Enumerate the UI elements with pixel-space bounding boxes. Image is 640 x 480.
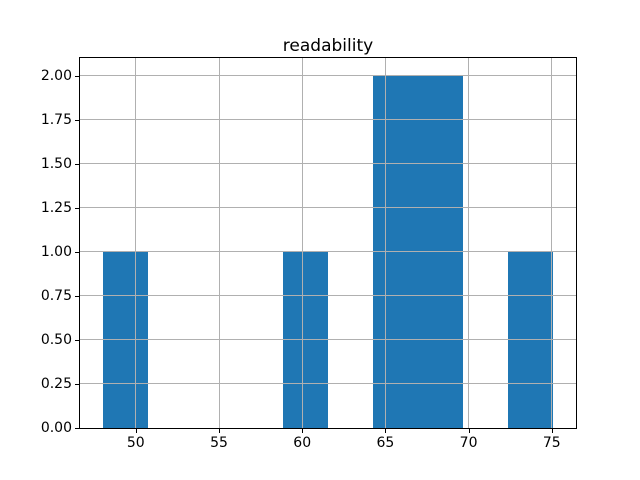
ytick-label-0.50: 0.50 bbox=[40, 331, 72, 348]
gridline-x-70 bbox=[468, 58, 470, 428]
gridline-y-0.25 bbox=[80, 383, 576, 385]
gridline-y-1.75 bbox=[80, 119, 576, 121]
gridline-x-50 bbox=[135, 58, 137, 428]
ytick-mark-0.50 bbox=[75, 339, 80, 341]
ytick-mark-0.75 bbox=[75, 295, 80, 297]
xtick-label-50: 50 bbox=[126, 435, 145, 451]
gridline-y-1.25 bbox=[80, 207, 576, 209]
ytick-mark-2.00 bbox=[75, 75, 80, 77]
ytick-label-2.00: 2.00 bbox=[40, 67, 72, 84]
gridline-y-0.50 bbox=[80, 339, 576, 341]
gridline-y-1.50 bbox=[80, 163, 576, 165]
xtick-mark-65 bbox=[385, 429, 387, 433]
ytick-mark-1.50 bbox=[75, 163, 80, 165]
ytick-label-0.75: 0.75 bbox=[40, 287, 72, 304]
ytick-label-1.75: 1.75 bbox=[40, 111, 72, 128]
gridline-y-1.00 bbox=[80, 251, 576, 253]
ytick-mark-1.00 bbox=[75, 251, 80, 253]
grid-layer bbox=[80, 58, 576, 428]
xtick-label-70: 70 bbox=[459, 435, 478, 451]
ytick-label-0.00: 0.00 bbox=[40, 420, 72, 436]
ytick-label-1.00: 1.00 bbox=[40, 243, 72, 260]
chart-title: readability bbox=[282, 36, 374, 56]
ytick-label-0.25: 0.25 bbox=[40, 375, 72, 392]
gridline-x-55 bbox=[218, 58, 220, 428]
xtick-mark-50 bbox=[135, 429, 137, 433]
plot-area bbox=[79, 57, 577, 429]
xtick-label-60: 60 bbox=[293, 435, 312, 451]
ytick-mark-0.25 bbox=[75, 383, 80, 385]
ytick-label-1.25: 1.25 bbox=[40, 199, 72, 216]
xtick-label-75: 75 bbox=[542, 435, 561, 451]
xtick-mark-55 bbox=[219, 429, 221, 433]
gridline-y-2.00 bbox=[80, 75, 576, 77]
ytick-mark-1.75 bbox=[75, 119, 80, 121]
xtick-mark-75 bbox=[551, 429, 553, 433]
ytick-label-1.50: 1.50 bbox=[40, 155, 72, 172]
xtick-mark-60 bbox=[302, 429, 304, 433]
ytick-mark-0.00 bbox=[75, 428, 80, 429]
xtick-label-55: 55 bbox=[210, 435, 228, 451]
gridline-x-75 bbox=[551, 58, 553, 428]
xtick-label-65: 65 bbox=[376, 435, 395, 451]
xtick-mark-70 bbox=[468, 429, 470, 433]
gridline-x-60 bbox=[301, 58, 303, 428]
gridline-x-65 bbox=[384, 58, 386, 428]
ytick-mark-1.25 bbox=[75, 207, 80, 209]
gridline-y-0.75 bbox=[80, 295, 576, 297]
